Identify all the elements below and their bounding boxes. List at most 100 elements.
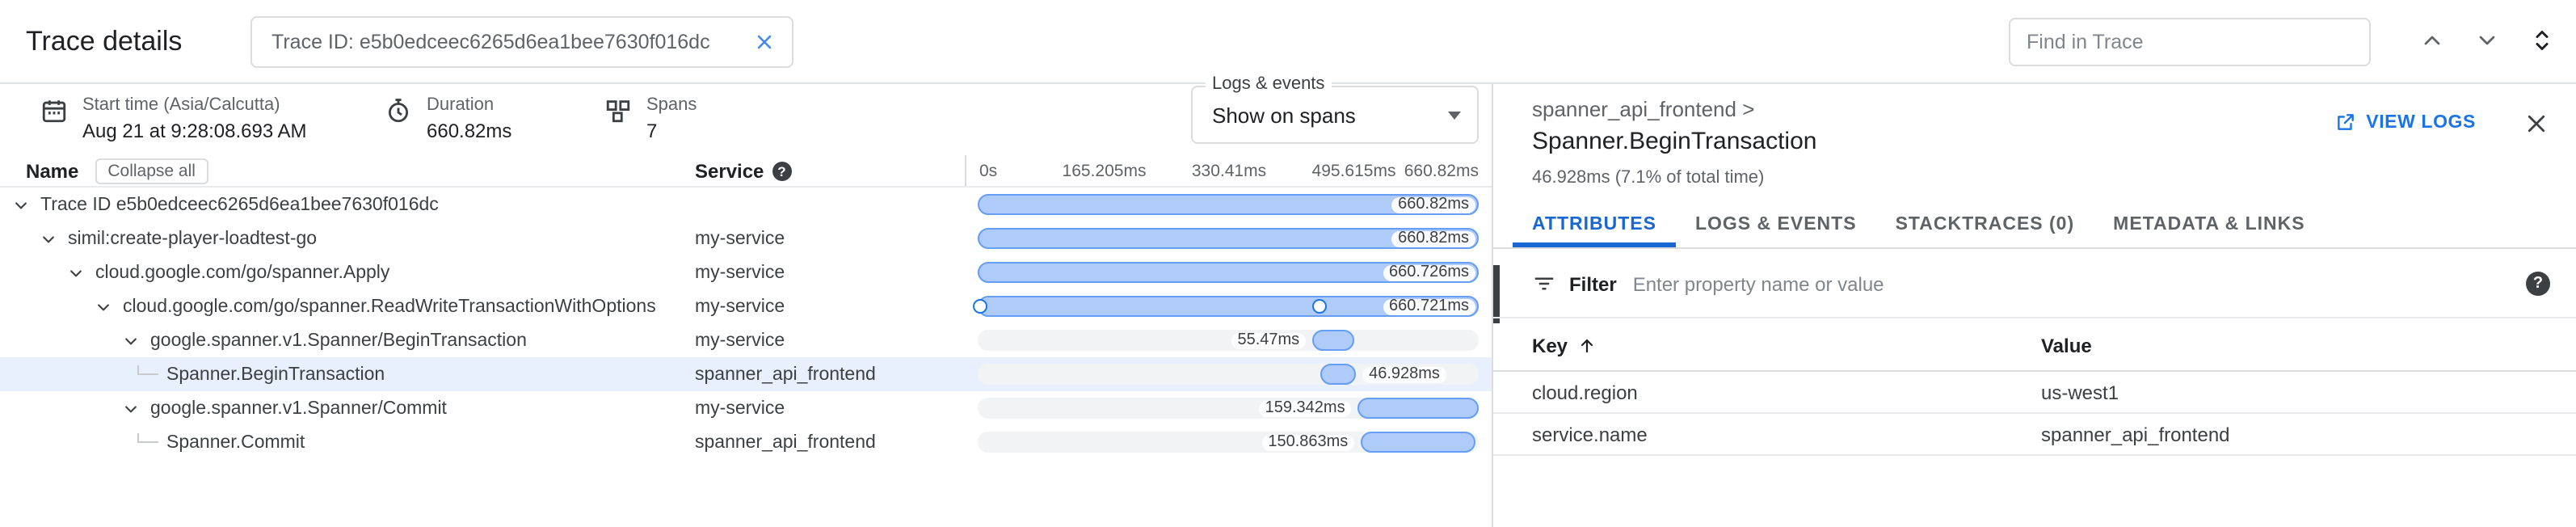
attribute-key: cloud.region bbox=[1532, 381, 1638, 403]
tab-metadata-links[interactable]: METADATA & LINKS bbox=[2113, 214, 2305, 234]
tree-connector-icon bbox=[137, 365, 158, 375]
chevron-down-icon[interactable] bbox=[68, 264, 90, 280]
timeline-track: 660.82ms bbox=[978, 194, 1479, 215]
span-service: spanner_api_frontend bbox=[695, 432, 876, 452]
value-column-header: Value bbox=[2041, 334, 2092, 356]
start-time-label: Start time (Asia/Calcutta) bbox=[82, 95, 280, 115]
filter-bar: Filter ? bbox=[1493, 251, 2576, 318]
table-row[interactable]: simil:create-player-loadtest-go my-servic… bbox=[0, 221, 1492, 255]
clear-icon[interactable] bbox=[747, 24, 782, 60]
span-duration-label: 150.863ms bbox=[1261, 433, 1355, 450]
span-duration-label: 660.82ms bbox=[1391, 230, 1475, 247]
scrollbar-thumb[interactable] bbox=[1493, 265, 1500, 323]
filter-icon bbox=[1532, 272, 1556, 296]
spans-icon bbox=[604, 97, 632, 124]
chevron-down-icon[interactable] bbox=[40, 230, 63, 247]
table-row[interactable]: cloud.google.com/go/spanner.ReadWriteTra… bbox=[0, 289, 1492, 323]
breadcrumb[interactable]: spanner_api_frontend > bbox=[1532, 97, 1755, 121]
timeline-track: 150.863ms bbox=[978, 432, 1479, 453]
event-marker-icon[interactable] bbox=[972, 299, 987, 314]
tick-label: 165.205ms bbox=[1062, 161, 1147, 180]
span-duration-label: 46.928ms bbox=[1362, 365, 1446, 382]
calendar-icon bbox=[40, 97, 68, 124]
span-duration-label: 660.726ms bbox=[1383, 264, 1475, 280]
key-column-header: Key bbox=[1532, 334, 1568, 356]
help-icon[interactable]: ? bbox=[2526, 272, 2550, 296]
attribute-value: us-west1 bbox=[2041, 381, 2119, 403]
span-bar[interactable] bbox=[1361, 432, 1475, 453]
span-name: google.spanner.v1.Spanner/BeginTransacti… bbox=[150, 331, 527, 350]
chevron-down-icon[interactable] bbox=[123, 400, 145, 416]
spans-summary: Spans 7 bbox=[604, 95, 697, 142]
span-service: my-service bbox=[695, 229, 785, 248]
start-time-value: Aug 21 at 9:28:08.693 AM bbox=[82, 120, 307, 142]
trace-id-search[interactable] bbox=[250, 16, 793, 68]
find-in-trace-input[interactable] bbox=[2027, 31, 2353, 53]
attributes-header: Key Value bbox=[1493, 320, 2576, 372]
logs-events-select[interactable]: Logs & events Show on spans bbox=[1191, 74, 1479, 144]
close-icon[interactable] bbox=[2521, 108, 2550, 137]
event-marker-icon[interactable] bbox=[1312, 299, 1328, 314]
table-row: service.name spanner_api_frontend bbox=[1493, 414, 2576, 456]
span-bar[interactable] bbox=[1320, 364, 1357, 385]
sort-ascending-icon[interactable] bbox=[1577, 335, 1597, 355]
timeline-track: 46.928ms bbox=[978, 364, 1479, 385]
service-column-header: Service bbox=[695, 159, 764, 182]
filter-label: Filter bbox=[1569, 272, 1617, 295]
chevron-down-icon[interactable] bbox=[123, 332, 145, 348]
table-row[interactable]: Spanner.Commit spanner_api_frontend 150.86… bbox=[0, 425, 1492, 459]
grid-header: Name Collapse all Service ? 0s 165.205ms 3… bbox=[0, 155, 1492, 188]
tick-label: 660.82ms bbox=[1404, 161, 1479, 180]
open-in-new-icon bbox=[2335, 112, 2356, 133]
table-row[interactable]: google.spanner.v1.Spanner/BeginTransacti… bbox=[0, 323, 1492, 357]
tick-label: 0s bbox=[979, 161, 998, 180]
trace-id-input[interactable] bbox=[271, 31, 747, 53]
find-next-button[interactable] bbox=[2469, 21, 2505, 60]
span-bar[interactable] bbox=[1312, 330, 1355, 351]
view-logs-link[interactable]: VIEW LOGS bbox=[2335, 112, 2476, 133]
span-name: Spanner.BeginTransaction bbox=[166, 365, 385, 384]
page-title: Trace details bbox=[26, 26, 183, 57]
tab-logs-events[interactable]: LOGS & EVENTS bbox=[1694, 214, 1857, 234]
duration-value: 660.82ms bbox=[427, 120, 512, 142]
help-icon[interactable]: ? bbox=[772, 161, 792, 180]
timer-icon bbox=[385, 97, 412, 124]
span-bar[interactable] bbox=[1357, 398, 1479, 419]
span-name: cloud.google.com/go/spanner.Apply bbox=[95, 263, 390, 282]
span-name: cloud.google.com/go/spanner.ReadWriteTra… bbox=[123, 297, 656, 316]
expand-icon[interactable] bbox=[2524, 21, 2560, 60]
find-in-trace-box[interactable] bbox=[2009, 18, 2371, 66]
table-row[interactable]: google.spanner.v1.Spanner/Commit my-servi… bbox=[0, 391, 1492, 425]
start-time-summary: Start time (Asia/Calcutta) Aug 21 at 9:2… bbox=[40, 95, 307, 142]
table-row[interactable]: cloud.google.com/go/spanner.Apply my-serv… bbox=[0, 255, 1492, 289]
span-duration-label: 159.342ms bbox=[1258, 399, 1352, 416]
find-previous-button[interactable] bbox=[2414, 21, 2450, 60]
chevron-down-icon[interactable] bbox=[95, 298, 118, 314]
attribute-key: service.name bbox=[1532, 423, 1648, 445]
filter-input[interactable] bbox=[1632, 272, 2526, 295]
table-row[interactable]: Spanner.BeginTransaction spanner_api_fron… bbox=[0, 357, 1492, 391]
trace-tree: Trace ID e5b0edceec6265d6ea1bee7630f016d… bbox=[0, 188, 1492, 459]
table-row: cloud.region us-west1 bbox=[1493, 372, 2576, 414]
timeline-header: 0s 165.205ms 330.41ms 495.615ms 660.82ms bbox=[965, 155, 1492, 186]
span-duration-label: 660.721ms bbox=[1383, 297, 1475, 314]
tick-label: 330.41ms bbox=[1191, 161, 1267, 180]
tab-attributes[interactable]: ATTRIBUTES bbox=[1513, 200, 1676, 247]
chevron-down-icon[interactable] bbox=[13, 196, 36, 213]
span-duration-label: 660.82ms bbox=[1391, 196, 1475, 213]
span-duration-label: 55.47ms bbox=[1231, 331, 1307, 348]
span-name: Trace ID e5b0edceec6265d6ea1bee7630f016d… bbox=[40, 195, 439, 214]
span-service: my-service bbox=[695, 263, 785, 282]
timeline-track: 55.47ms bbox=[978, 330, 1479, 351]
span-name: simil:create-player-loadtest-go bbox=[68, 229, 318, 248]
details-tabs: ATTRIBUTES LOGS & EVENTS STACKTRACES (0) ME… bbox=[1493, 200, 2576, 249]
attributes-rows: cloud.region us-west1 service.name spanner_… bbox=[1493, 372, 2576, 456]
topbar: Trace details bbox=[0, 0, 2576, 84]
collapse-all-button[interactable]: Collapse all bbox=[95, 158, 208, 183]
tab-stacktraces-0[interactable]: STACKTRACES (0) bbox=[1895, 214, 2075, 234]
span-service: my-service bbox=[695, 398, 785, 418]
span-service: spanner_api_frontend bbox=[695, 365, 876, 384]
table-row[interactable]: Trace ID e5b0edceec6265d6ea1bee7630f016d… bbox=[0, 188, 1492, 221]
name-column-header: Name bbox=[26, 159, 79, 182]
